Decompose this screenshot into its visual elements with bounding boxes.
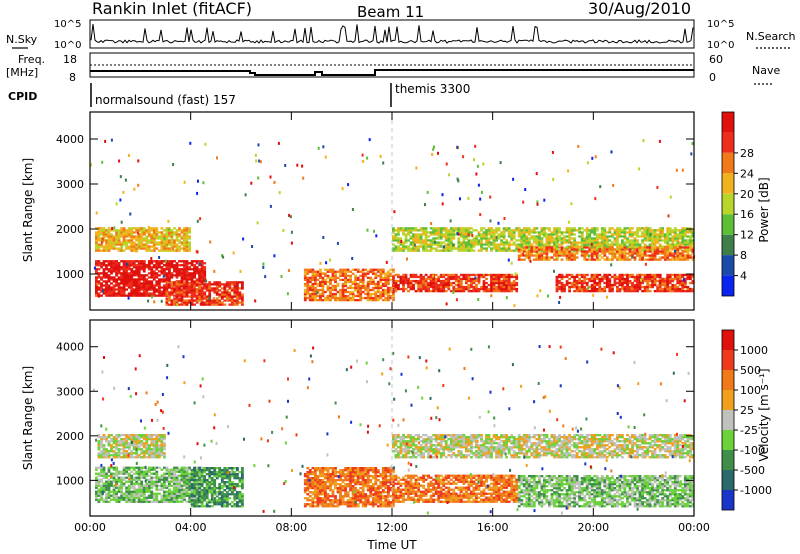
velocity-y-tick-0: 1000 (56, 474, 84, 487)
velocity-colorbar-tick-6: -500 (740, 464, 765, 477)
velocity-x-tick-2: 08:00 (275, 521, 307, 534)
velocity-colorbar-segment-1 (722, 470, 734, 490)
velocity-colorbar-segment-7 (722, 350, 734, 370)
power-colorbar-tick-0: 4 (740, 270, 747, 283)
velocity-colorbar-tick-2: 100 (740, 384, 761, 397)
power-colorbar-segment-7 (722, 132, 734, 153)
power-region-4 (392, 273, 519, 293)
power-colorbar-segment-5 (722, 173, 734, 194)
power-region-7 (555, 273, 695, 293)
velocity-y-tick-3: 4000 (56, 341, 84, 354)
velocity-panel: 1000 2000 3000 4000 00:00 04:00 08:00 12:00 16:0… (56, 319, 710, 534)
velocity-x-tick-5: 20:00 (577, 521, 609, 534)
power-colorbar: 4 8 12 16 20 24 28 (721, 111, 754, 297)
velocity-y-tick-1: 2000 (56, 430, 84, 443)
power-y-tick-3: 4000 (56, 133, 84, 146)
power-region-2 (165, 281, 244, 306)
velocity-x-tick-6: 00:00 (678, 521, 710, 534)
power-colorbar-tick-3: 16 (740, 208, 754, 221)
station-title: Rankin Inlet (fitACF) (92, 0, 252, 18)
velocity-colorbar-tick-0: 1000 (740, 344, 768, 357)
nsky-tick-top: 10^5 (54, 19, 81, 30)
power-y-tick-2: 3000 (56, 178, 84, 191)
nsky-trace (90, 24, 694, 44)
power-colorbar-segment-1 (722, 255, 734, 276)
freq-tick-top: 18 (63, 53, 77, 66)
power-colorbar-segment-3 (722, 214, 734, 235)
nsearch-tick-top: 10^5 (707, 19, 734, 30)
velocity-y-tick-2: 3000 (56, 385, 84, 398)
power-panel: 1000 2000 3000 4000 (56, 111, 695, 311)
nsearch-tick-bottom: 10^0 (707, 40, 734, 51)
power-colorbar-segment-4 (722, 193, 734, 215)
power-colorbar-segment-6 (722, 152, 734, 174)
velocity-x-tick-1: 04:00 (175, 521, 207, 534)
power-colorbar-segment-0 (722, 275, 734, 296)
power-scatter (90, 138, 695, 308)
velocity-region-6 (517, 475, 695, 508)
velocity-colorbar-segment-4 (722, 410, 734, 430)
power-colorbar-tick-2: 12 (740, 229, 754, 242)
velocity-colorbar-segment-6 (722, 370, 734, 390)
velocity-colorbar-tick-7: -1000 (740, 484, 772, 497)
velocity-region-2 (190, 467, 244, 508)
nave-label: Nave (752, 64, 780, 77)
power-y-tick-0: 1000 (56, 268, 84, 281)
power-region-3 (303, 268, 395, 302)
velocity-y-axis-title: Slant Range [km] (21, 366, 35, 470)
cpid-label: CPID (8, 90, 37, 103)
power-colorbar-segment-2 (722, 234, 734, 256)
velocity-colorbar-segment-2 (722, 450, 734, 470)
velocity-colorbar-segment-3 (722, 430, 734, 450)
velocity-colorbar-segment-0 (722, 490, 734, 510)
nsky-label: N.Sky (6, 33, 38, 46)
velocity-region-1 (97, 434, 166, 459)
nave-tick-bottom: 0 (709, 71, 716, 84)
velocity-colorbar-title: Velocity [m s⁻¹] (757, 368, 771, 461)
power-colorbar-segment-8 (722, 112, 734, 133)
power-y-tick-1: 2000 (56, 223, 84, 236)
velocity-region-5 (392, 434, 695, 459)
cpid-mode-1: normalsound (fast) 157 (95, 93, 236, 107)
nsky-tick-bottom: 10^0 (54, 40, 81, 51)
velocity-colorbar: 1000 500 100 25 -25 -100 -500 -1000 (721, 329, 772, 511)
freq-tick-bottom: 8 (69, 71, 76, 84)
power-region-1 (95, 227, 191, 252)
nave-tick-top: 60 (709, 53, 723, 66)
velocity-region-4 (392, 474, 519, 503)
power-colorbar-tick-5: 24 (740, 167, 754, 180)
cpid-mode-2: themis 3300 (395, 82, 470, 96)
velocity-scatter (92, 345, 694, 515)
velocity-colorbar-tick-4: -25 (740, 424, 758, 437)
velocity-data-layer (92, 320, 695, 516)
power-colorbar-title: Power [dB] (757, 177, 771, 242)
power-data-layer (90, 112, 695, 310)
freq-label: Freq. (18, 53, 45, 66)
beam-title: Beam 11 (357, 3, 424, 21)
power-y-axis-title: Slant Range [km] (21, 158, 35, 262)
x-axis-title: Time UT (366, 538, 417, 552)
velocity-x-tick-3: 12:00 (376, 521, 408, 534)
freq-trace (90, 69, 694, 76)
velocity-colorbar-tick-3: 25 (740, 404, 754, 417)
velocity-colorbar-segment-5 (722, 390, 734, 410)
date-title: 30/Aug/2010 (588, 0, 691, 18)
velocity-colorbar-tick-5: -100 (740, 444, 765, 457)
power-colorbar-tick-4: 20 (740, 188, 754, 201)
power-colorbar-tick-6: 28 (740, 147, 754, 160)
power-region-6 (517, 246, 695, 261)
freq-unit-label: [MHz] (6, 66, 38, 79)
velocity-colorbar-tick-1: 500 (740, 364, 761, 377)
velocity-region-0 (95, 466, 204, 503)
velocity-colorbar-segment-8 (722, 330, 734, 350)
nsky-panel (89, 19, 695, 49)
nsearch-label: N.Search (746, 30, 796, 43)
velocity-x-tick-0: 00:00 (74, 521, 106, 534)
velocity-x-tick-4: 16:00 (477, 521, 509, 534)
power-colorbar-tick-1: 8 (740, 249, 747, 262)
